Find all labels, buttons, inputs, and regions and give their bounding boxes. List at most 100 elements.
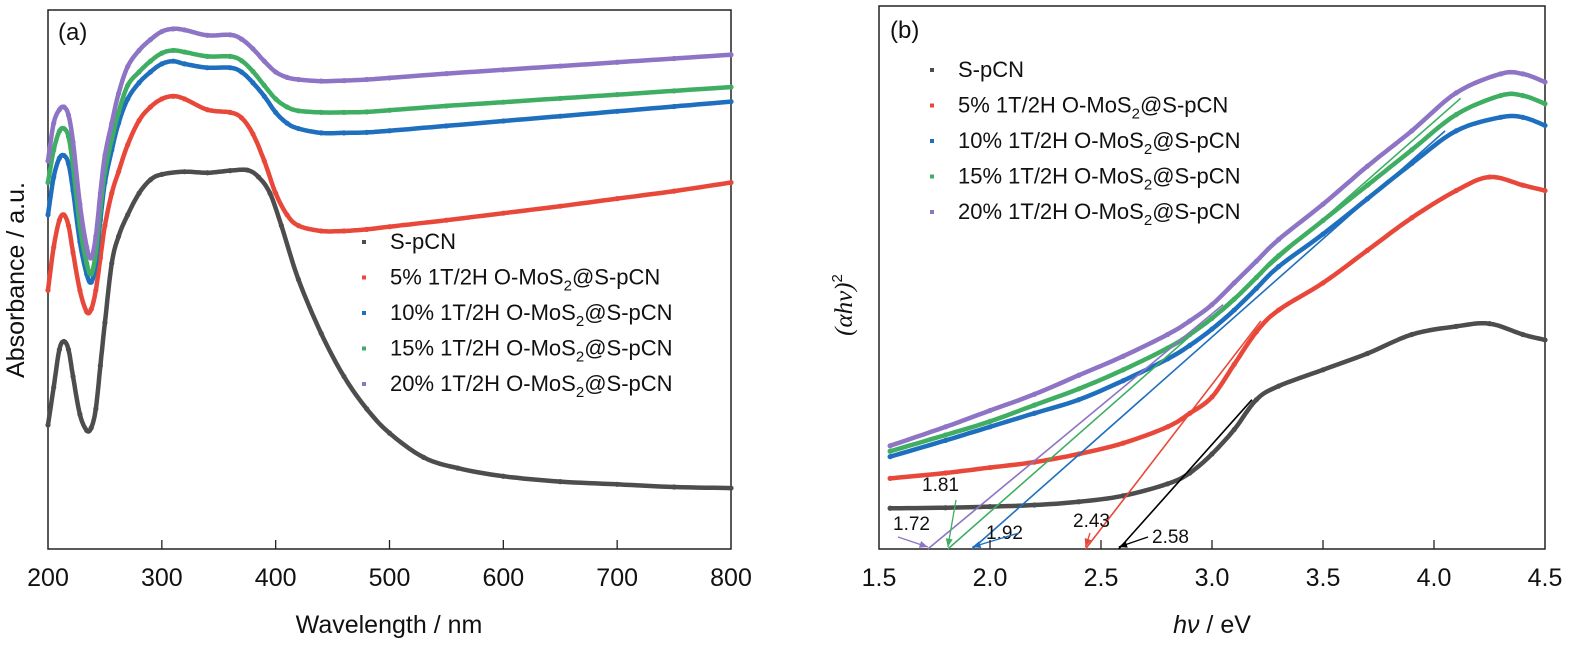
bandgap-annotation-1-72: 1.72 (893, 514, 930, 548)
legend-label-main: 5% 1T/2H O-MoS (958, 93, 1132, 118)
legend-label-main: S-pCN (958, 57, 1024, 82)
x-axis-title-b-italic: hν (1173, 611, 1200, 639)
data-point (238, 58, 245, 64)
data-point (125, 82, 131, 89)
x-tick-label: 600 (482, 564, 524, 592)
data-point (159, 28, 165, 35)
data-point (987, 407, 993, 414)
data-point (70, 373, 76, 380)
data-point (1231, 307, 1237, 313)
data-point (1031, 410, 1037, 416)
legend-label-main: 10% 1T/2H O-MoS (958, 128, 1144, 153)
legend-item-10: 10% 1T/2H O-MoS2@S-pCN (362, 300, 673, 330)
data-point (557, 113, 563, 119)
x-tick-label: 2.0 (973, 564, 1008, 592)
data-point (261, 82, 267, 89)
legend-label-main: 20% 1T/2H O-MoS (390, 371, 576, 396)
data-point (500, 67, 506, 73)
data-point (65, 134, 72, 140)
data-point (987, 504, 993, 510)
data-point (204, 53, 210, 59)
data-point (341, 78, 347, 84)
data-point (261, 158, 267, 164)
data-point (51, 384, 57, 390)
data-point (204, 107, 210, 113)
legend-label-sub: 2 (1132, 106, 1140, 123)
data-point (273, 96, 279, 102)
data-point (1320, 367, 1326, 373)
legend-label-sub: 2 (1144, 141, 1152, 158)
data-point (318, 228, 324, 234)
data-point (1276, 236, 1282, 243)
data-point (250, 68, 256, 75)
y-axis-title-b-sup: 2 (829, 274, 846, 282)
bandgap-value: 1.92 (986, 523, 1023, 544)
data-point (273, 190, 279, 196)
x-tick-label: 800 (710, 564, 752, 592)
data-point (1231, 426, 1237, 433)
x-tick-label: 3.5 (1306, 564, 1341, 592)
data-point (284, 104, 290, 110)
data-point (557, 95, 563, 101)
data-point (943, 470, 949, 476)
tangent-lines-b (927, 97, 1462, 550)
data-point (943, 432, 949, 438)
data-point (182, 27, 188, 33)
x-tick-label: 2.5 (1084, 564, 1119, 592)
data-point (1276, 383, 1282, 389)
x-tick-label: 3.0 (1195, 564, 1230, 592)
tangent-line-20 (927, 304, 1224, 550)
data-point (364, 109, 370, 115)
data-point (1253, 285, 1259, 291)
data-point (261, 93, 267, 99)
bandgap-annotation-1-92: 1.92 (972, 523, 1023, 548)
data-point (318, 78, 324, 84)
data-point (1409, 215, 1415, 221)
legend-marker (362, 240, 366, 244)
data-point (97, 363, 103, 369)
data-point (273, 109, 279, 116)
data-point (614, 196, 620, 202)
data-point (61, 338, 67, 345)
data-point (77, 201, 83, 207)
legend-marker (930, 68, 934, 72)
data-point (147, 177, 154, 183)
data-point (61, 125, 67, 132)
legend-label-sub: 2 (1144, 177, 1152, 194)
data-point (102, 223, 108, 229)
legend-label-main: 15% 1T/2H O-MoS (958, 164, 1144, 189)
data-point (614, 481, 620, 487)
legend-label-suffix: @S-pCN (1152, 128, 1240, 153)
legend-label-sub: 2 (1144, 212, 1152, 229)
data-point (136, 69, 142, 75)
data-point (1209, 326, 1215, 332)
data-point (1409, 331, 1415, 338)
legend-item-10: 10% 1T/2H O-MoS2@S-pCN (930, 128, 1241, 158)
data-point (364, 129, 370, 135)
panel-b: 1.72 1.81 1.92 2.43 2.58 1.5 2.0 2.5 3.0 3.5 4.0 4… (829, 5, 1562, 639)
data-point (295, 276, 302, 283)
data-point (1520, 182, 1526, 188)
data-point (500, 473, 506, 479)
data-point (1253, 329, 1259, 335)
data-point (1120, 353, 1126, 359)
data-point (1498, 92, 1504, 99)
data-point (250, 46, 256, 52)
legend-label-sub: 2 (576, 313, 584, 330)
series-line-s-pcn (45, 167, 734, 491)
data-point (170, 47, 176, 54)
data-point (295, 125, 302, 132)
data-point (51, 147, 57, 153)
data-point (987, 424, 993, 430)
series-group-a (45, 26, 734, 491)
data-point (1031, 459, 1037, 465)
legend-marker (362, 275, 366, 280)
data-point (273, 69, 279, 75)
data-point (1320, 280, 1326, 286)
data-point (244, 167, 250, 173)
data-point (65, 112, 72, 118)
series-line-10 (45, 58, 734, 285)
data-point (227, 168, 233, 174)
bandgap-value: 1.72 (893, 514, 930, 535)
